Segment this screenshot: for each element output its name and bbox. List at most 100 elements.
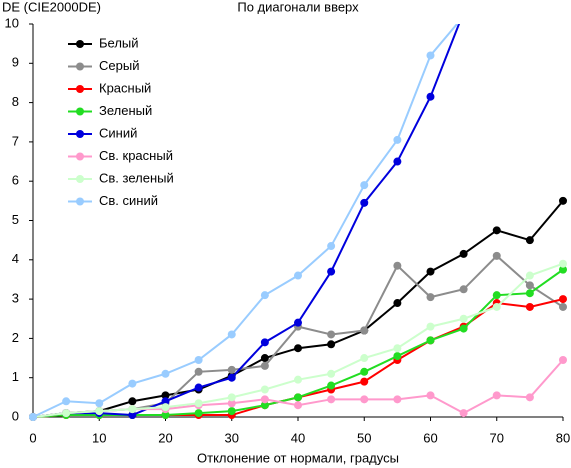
point (525, 281, 534, 290)
point (360, 367, 369, 376)
x-tick-label: 40 (291, 430, 305, 445)
point (360, 377, 369, 386)
point (459, 314, 468, 323)
point (459, 324, 468, 333)
point (559, 259, 567, 268)
point (62, 397, 71, 406)
legend-label: Белый (99, 35, 139, 50)
legend-marker (76, 197, 84, 206)
y-tick-label: 6 (12, 173, 19, 188)
legend-marker (76, 107, 84, 116)
point (161, 403, 170, 412)
point (260, 291, 269, 300)
point (426, 322, 435, 331)
point (161, 411, 170, 420)
y-tick-label: 10 (5, 15, 19, 30)
point (360, 181, 369, 190)
point (227, 399, 236, 408)
point (426, 391, 435, 400)
point (360, 326, 369, 335)
legend-marker (76, 152, 84, 161)
x-tick-label: 20 (158, 430, 172, 445)
point (426, 51, 435, 60)
legend-label: Св. красный (99, 148, 173, 163)
point (393, 352, 402, 361)
point (360, 395, 369, 404)
y-tick-label: 7 (12, 133, 19, 148)
chart-title: По диагонали вверх (237, 0, 359, 14)
x-tick-label: 60 (423, 430, 437, 445)
point (194, 383, 203, 392)
point (62, 409, 71, 418)
point (459, 285, 468, 294)
point (360, 354, 369, 363)
point (161, 397, 170, 406)
point (128, 379, 137, 388)
point (260, 338, 269, 347)
point (559, 265, 567, 274)
point (194, 409, 203, 418)
point (459, 409, 468, 418)
point (426, 92, 435, 101)
x-tick-label: 70 (490, 430, 504, 445)
legend-label: Св. зеленый (99, 170, 174, 185)
x-tick-label: 10 (92, 430, 106, 445)
point (559, 356, 567, 365)
point (559, 302, 567, 311)
point (29, 413, 37, 421)
point (194, 367, 203, 376)
point (393, 135, 402, 144)
legend-marker (76, 62, 84, 71)
series-line (32, 254, 564, 418)
legend-marker (76, 85, 84, 93)
point (294, 401, 302, 410)
point (559, 295, 567, 304)
y-tick-label: 1 (12, 369, 19, 384)
point (95, 407, 104, 416)
legend-label: Красный (99, 80, 151, 95)
legend-label: Серый (99, 58, 139, 73)
y-tick-label: 0 (12, 408, 19, 423)
x-axis-label: Отклонение от нормали, градусы (197, 450, 399, 465)
point (194, 356, 203, 365)
y-tick-label: 5 (12, 212, 19, 227)
point (492, 302, 501, 311)
point (327, 369, 336, 378)
point (327, 395, 336, 404)
point (260, 395, 269, 404)
point (194, 399, 203, 408)
point (393, 395, 402, 404)
point (492, 391, 501, 400)
point (426, 267, 435, 276)
point (294, 393, 302, 402)
legend-label: Синий (99, 125, 137, 140)
point (327, 242, 336, 251)
point (227, 407, 236, 416)
point (294, 318, 302, 327)
point (327, 340, 336, 349)
point (492, 251, 501, 260)
point (128, 397, 137, 406)
point (294, 344, 302, 353)
point (260, 354, 269, 363)
point (360, 198, 369, 207)
point (294, 375, 302, 384)
point (460, 8, 468, 16)
point (426, 336, 435, 345)
point (260, 385, 269, 394)
legend-marker (76, 130, 84, 138)
point (128, 411, 137, 420)
point (525, 302, 534, 311)
point (227, 330, 236, 339)
point (492, 226, 501, 235)
point (525, 271, 534, 280)
y-tick-label: 8 (12, 94, 19, 109)
point (260, 401, 269, 410)
y-tick-label: 9 (12, 55, 19, 70)
x-tick-label: 80 (556, 430, 570, 445)
y-tick-label: 4 (12, 251, 19, 266)
point (227, 393, 236, 402)
x-tick-label: 50 (357, 430, 371, 445)
point (161, 391, 170, 400)
y-axis-label: DE (CIE2000DE) (2, 0, 101, 14)
